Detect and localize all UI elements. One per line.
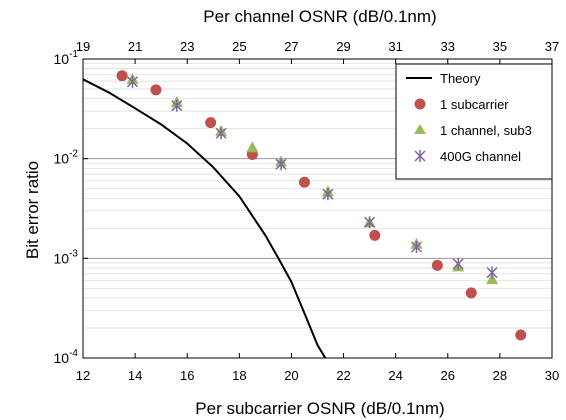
y-axis-title: Bit error ratio xyxy=(23,161,42,259)
x-tick-label: 24 xyxy=(388,368,402,383)
legend-label-400g-channel: 400G channel xyxy=(440,149,521,164)
x2-tick-label: 19 xyxy=(76,39,90,54)
x-tick-label: 30 xyxy=(545,368,559,383)
bottom-axis-title: Per subcarrier OSNR (dB/0.1nm) xyxy=(195,399,444,418)
x2-tick-label: 21 xyxy=(128,39,142,54)
400g-channel-point xyxy=(452,257,464,270)
x2-tick-label: 35 xyxy=(493,39,507,54)
400g-channel-point xyxy=(410,240,423,253)
x2-tick-label: 23 xyxy=(180,39,194,54)
1-subcarrier-point xyxy=(298,176,310,188)
top-axis-title: Per channel OSNR (dB/0.1nm) xyxy=(203,7,436,26)
tick-labels: 12 14 16 18 20 22 24 26 28 30 19 21 23 25 27 29 31 33 35 37… xyxy=(54,39,560,383)
y-tick-label: 10-4 xyxy=(54,348,79,366)
legend-label-1-channel-sub3: 1 channel, sub3 xyxy=(440,123,532,138)
axis-tick-marks xyxy=(82,58,553,359)
legend-box xyxy=(395,63,553,180)
400g-channel-point xyxy=(322,188,334,201)
x2-tick-label: 31 xyxy=(388,39,402,54)
legend-swatch-1-channel-sub3 xyxy=(414,124,426,134)
x-tick-label: 14 xyxy=(128,368,142,383)
y-tick-label: 10-2 xyxy=(54,149,79,167)
x-tick-label: 22 xyxy=(336,368,350,383)
1-subcarrier-point xyxy=(465,287,477,299)
1-subcarrier-point xyxy=(369,229,381,241)
400g-channel-point xyxy=(275,158,287,171)
x-tick-label: 26 xyxy=(441,368,455,383)
1-subcarrier-point xyxy=(431,259,443,271)
data-series xyxy=(82,70,527,359)
y-tick-label: 10-1 xyxy=(54,49,79,67)
400g-channel-point xyxy=(364,216,376,229)
x-tick-label: 28 xyxy=(493,368,507,383)
plot-frame xyxy=(82,58,553,359)
x-tick-label: 20 xyxy=(284,368,298,383)
400g-channel-point xyxy=(171,99,183,112)
x2-tick-label: 33 xyxy=(441,39,455,54)
x-tick-label: 16 xyxy=(180,368,194,383)
legend-swatch-1-subcarrier xyxy=(414,98,426,110)
1-subcarrier-point xyxy=(205,117,217,129)
1-subcarrier-point xyxy=(515,329,527,341)
theory-curve xyxy=(82,78,327,359)
y-tick-label: 10-3 xyxy=(54,248,79,266)
1-subcarrier-point xyxy=(116,70,128,82)
x2-tick-label: 37 xyxy=(545,39,559,54)
1-subcarrier-point xyxy=(150,84,162,96)
x2-tick-label: 25 xyxy=(232,39,246,54)
x2-tick-label: 29 xyxy=(336,39,350,54)
400g-channel-point xyxy=(215,127,227,140)
legend-swatch-400g-channel xyxy=(414,150,426,162)
x-tick-label: 18 xyxy=(232,368,246,383)
400g-channel-point xyxy=(486,266,498,279)
1-channel-sub3-point xyxy=(246,141,259,153)
x-tick-label: 12 xyxy=(76,368,90,383)
x2-tick-label: 27 xyxy=(284,39,298,54)
legend-label-theory: Theory xyxy=(440,71,481,86)
legend-label-1-subcarrier: 1 subcarrier xyxy=(440,97,509,112)
legend: Theory 1 subcarrier 1 channel, sub3 400G… xyxy=(395,63,553,180)
400g-channel-point xyxy=(126,75,139,88)
